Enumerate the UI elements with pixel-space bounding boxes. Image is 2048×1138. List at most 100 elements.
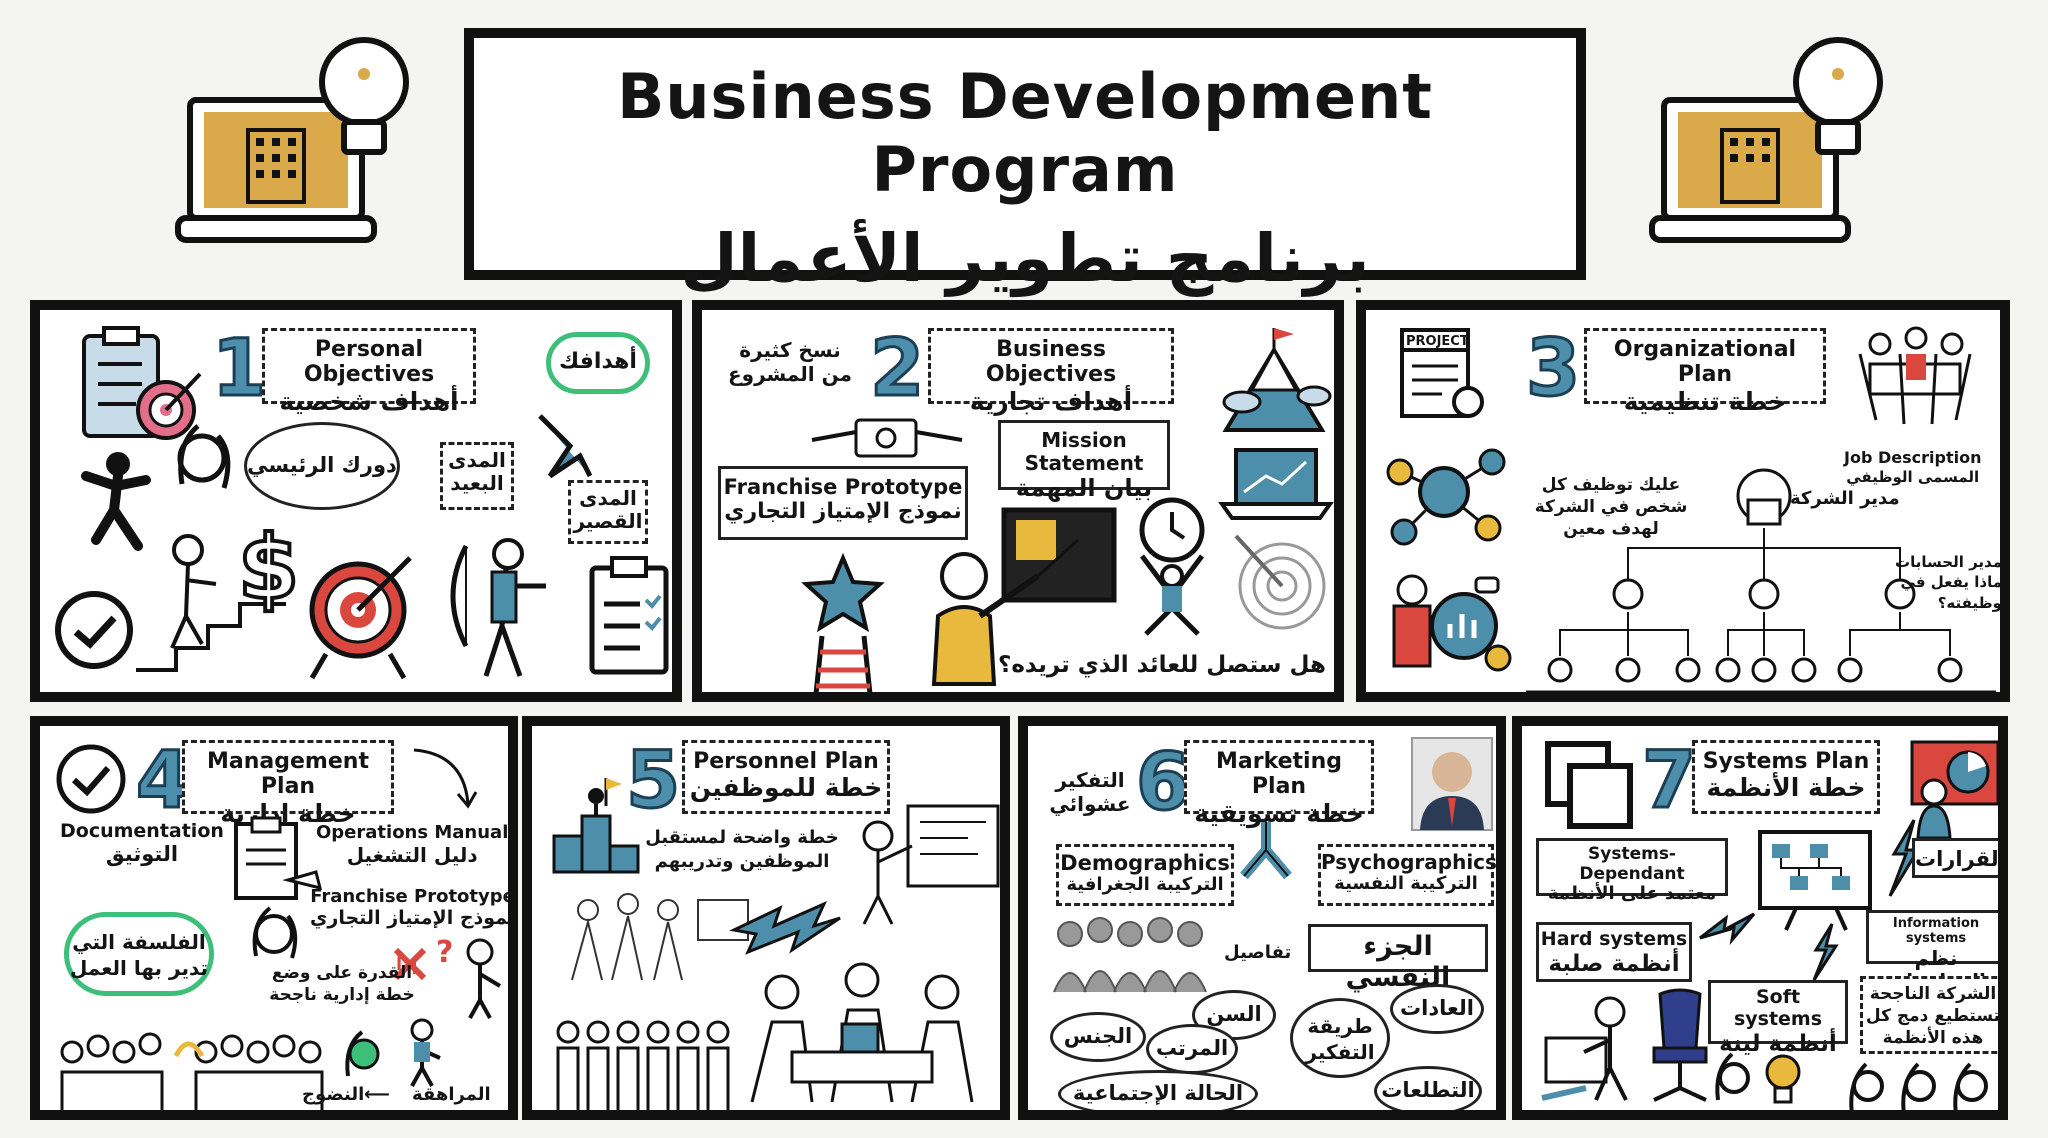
manual-book-icon [234, 816, 323, 900]
org-chart-icon [1526, 468, 1996, 692]
your-role-bubble: دورك الرئيسي [244, 422, 400, 510]
philosophy-badge: الفلسفة التي تدير بها العمل [64, 912, 214, 996]
cross-mark-icon [393, 947, 427, 981]
step-number: 5 [624, 736, 681, 826]
person-small-icon [410, 1018, 441, 1087]
target-icon [309, 556, 412, 680]
ok-hands-icon [1849, 1062, 1988, 1110]
mission-statement-box: Mission Statement بيان المهمة [998, 420, 1170, 502]
arrow-left: ⟵ [364, 1084, 390, 1105]
avatar [1411, 737, 1493, 831]
merge-systems-box: الشركة الناجحة تستطيع دمج كل هذه الأنظمة [1860, 976, 1998, 1054]
page-title-en: Business Development Program [617, 60, 1433, 206]
long-term-box: المدى البعيد [440, 442, 514, 510]
panel-organizational-plan: PROJECT 3 Organizational Plan خطة تنظيمية… [1356, 300, 2010, 702]
panel-systems-plan: 7 Systems Plan خطة الأنظمة Systems-Depend… [1512, 716, 2008, 1120]
title-box: Business Development Program برنامج تطوي… [464, 28, 1586, 297]
soft-systems-box: Soft systems أنظمة لينة [1708, 980, 1848, 1057]
network-people-icon [1386, 448, 1506, 546]
stairs-person-icon [136, 534, 286, 672]
details-label: تفاصيل [1224, 942, 1292, 963]
step-number: 3 [1524, 324, 1581, 414]
step-number: 6 [1134, 738, 1191, 828]
teacher-board-icon [931, 507, 1117, 686]
handshake-money-icon [811, 418, 963, 458]
panel-marketing-plan: التفكير عشوائي 6 Marketing Plan خطة تسويق… [1018, 716, 1506, 1120]
header-laptop-right [1649, 20, 1892, 260]
mountain-flag-icon [1222, 328, 1332, 432]
return-question: هل ستصل للعائد الذي تريده؟ [998, 652, 1326, 678]
pie-chart-person-icon [1392, 574, 1512, 672]
panel-personal-objectives: 1 Personal Objectives أهداف شخصية أهدافك … [30, 300, 682, 702]
title-business-objectives: Business Objectives أهداف تجارية [928, 328, 1174, 415]
checkmark-icon [55, 591, 133, 669]
checkmark-icon [56, 744, 126, 814]
sketch-people-icon [571, 893, 749, 981]
job-description-label: Job Description المسمى الوظيفي [1844, 448, 1982, 486]
desk-worker-icon [1541, 996, 1628, 1101]
weight-clock-icon [1139, 497, 1205, 636]
page-title-ar: برنامج تطوير الأعمال [680, 220, 1370, 297]
target-icon [1234, 534, 1326, 630]
checklist-target-icon [82, 326, 202, 440]
step-number: 2 [868, 324, 925, 414]
psychological-part-box: الجزء النفسي [1308, 924, 1488, 993]
lightning-arrow-icon [1699, 912, 1756, 946]
copies-note: نسخ كثيرة من المشروع [728, 338, 853, 386]
ok-hand-icon [177, 424, 231, 489]
project-label: PROJECT [1406, 334, 1469, 349]
crowd-icon [60, 1032, 324, 1110]
clipboard-icon [589, 556, 669, 675]
aspirations-bubble: التطلعات [1374, 1066, 1482, 1110]
pie-chart-person-icon [1910, 740, 1998, 840]
systems-dependant-box: Systems-Dependant معتمد على الأنظمة [1536, 838, 1728, 904]
archer-icon [450, 538, 546, 677]
teen-label: المراهقة [412, 1084, 491, 1105]
rocket-arrow-icon [538, 414, 593, 479]
step-number: 1 [210, 324, 267, 414]
laptop-chart-icon [1218, 448, 1334, 520]
dollar-icon: $ [236, 514, 301, 621]
panel-personnel-plan: 5 Personnel Plan خطة للموظفين خطة واضحة ل… [522, 716, 1010, 1120]
psychographics-box: Psychographics التركيبة النفسية [1318, 844, 1496, 906]
gender-bubble: الجنس [1050, 1012, 1146, 1062]
ability-note: القدرة على وضع خطة إدارية ناجحة [269, 963, 415, 1006]
salary-bubble: المرتب [1146, 1024, 1238, 1074]
demographics-box: Demographics التركيبة الجغرافية [1056, 844, 1234, 906]
laptop-building-icon [1649, 37, 1883, 243]
svg-text:$: $ [238, 516, 299, 619]
ok-hand-icon [1715, 1052, 1750, 1101]
goals-badge: أهدافك [546, 332, 650, 394]
project-doc-icon [1400, 328, 1484, 418]
curved-arrow-icon [413, 748, 478, 809]
star-ladder-icon [801, 552, 885, 692]
franchise-prototype-box: Franchise Prototype نموذج الإمتياز التجار… [718, 466, 968, 540]
lightning-arrow-icon [1812, 923, 1839, 981]
accounts-question: مدير الحسابات ماذا يفعل في وظيفته؟ [1895, 553, 2002, 612]
ok-hand-icon [252, 906, 298, 959]
random-thinking-label: التفكير عشوائي [1049, 768, 1131, 816]
personnel-note: خطة واضحة لمستقبل الموظفين وتدريبهم [645, 827, 839, 873]
operations-manual-label: Operations Manual دليل التشغيل [316, 822, 509, 867]
short-term-box: المدى القصير [568, 480, 648, 544]
hire-note: عليك توظيف كل شخص في الشركة لهدف معين [1534, 475, 1688, 540]
franchise-label: Franchise Prototype نموذج الإمتياز التجار… [310, 886, 516, 929]
social-status-bubble: الحالة الإجتماعية [1058, 1070, 1258, 1110]
team-meeting-icon [1858, 326, 1972, 425]
running-person-icon [81, 452, 151, 551]
lightning-arrow-icon [729, 901, 841, 955]
maturity-label: النضوج [302, 1084, 365, 1105]
office-chair-icon [1652, 988, 1708, 1102]
lineup-people-icon [556, 1020, 730, 1110]
title-organizational-plan: Organizational Plan خطة تنظيمية [1584, 328, 1826, 415]
title-systems-plan: Systems Plan خطة الأنظمة [1692, 740, 1880, 814]
header-laptop-left [175, 20, 418, 260]
lightbulb-icon [1765, 1054, 1801, 1104]
whiteboard-people-icon [862, 804, 1000, 925]
decisions-box: القرارات [1912, 838, 1998, 878]
question-person-icon: ? [436, 935, 502, 1019]
age-bubble: السن [1192, 990, 1276, 1040]
laptop-building-icon [175, 37, 409, 243]
panel-business-objectives: نسخ كثيرة من المشروع 2 Business Objectiv… [692, 300, 1344, 702]
